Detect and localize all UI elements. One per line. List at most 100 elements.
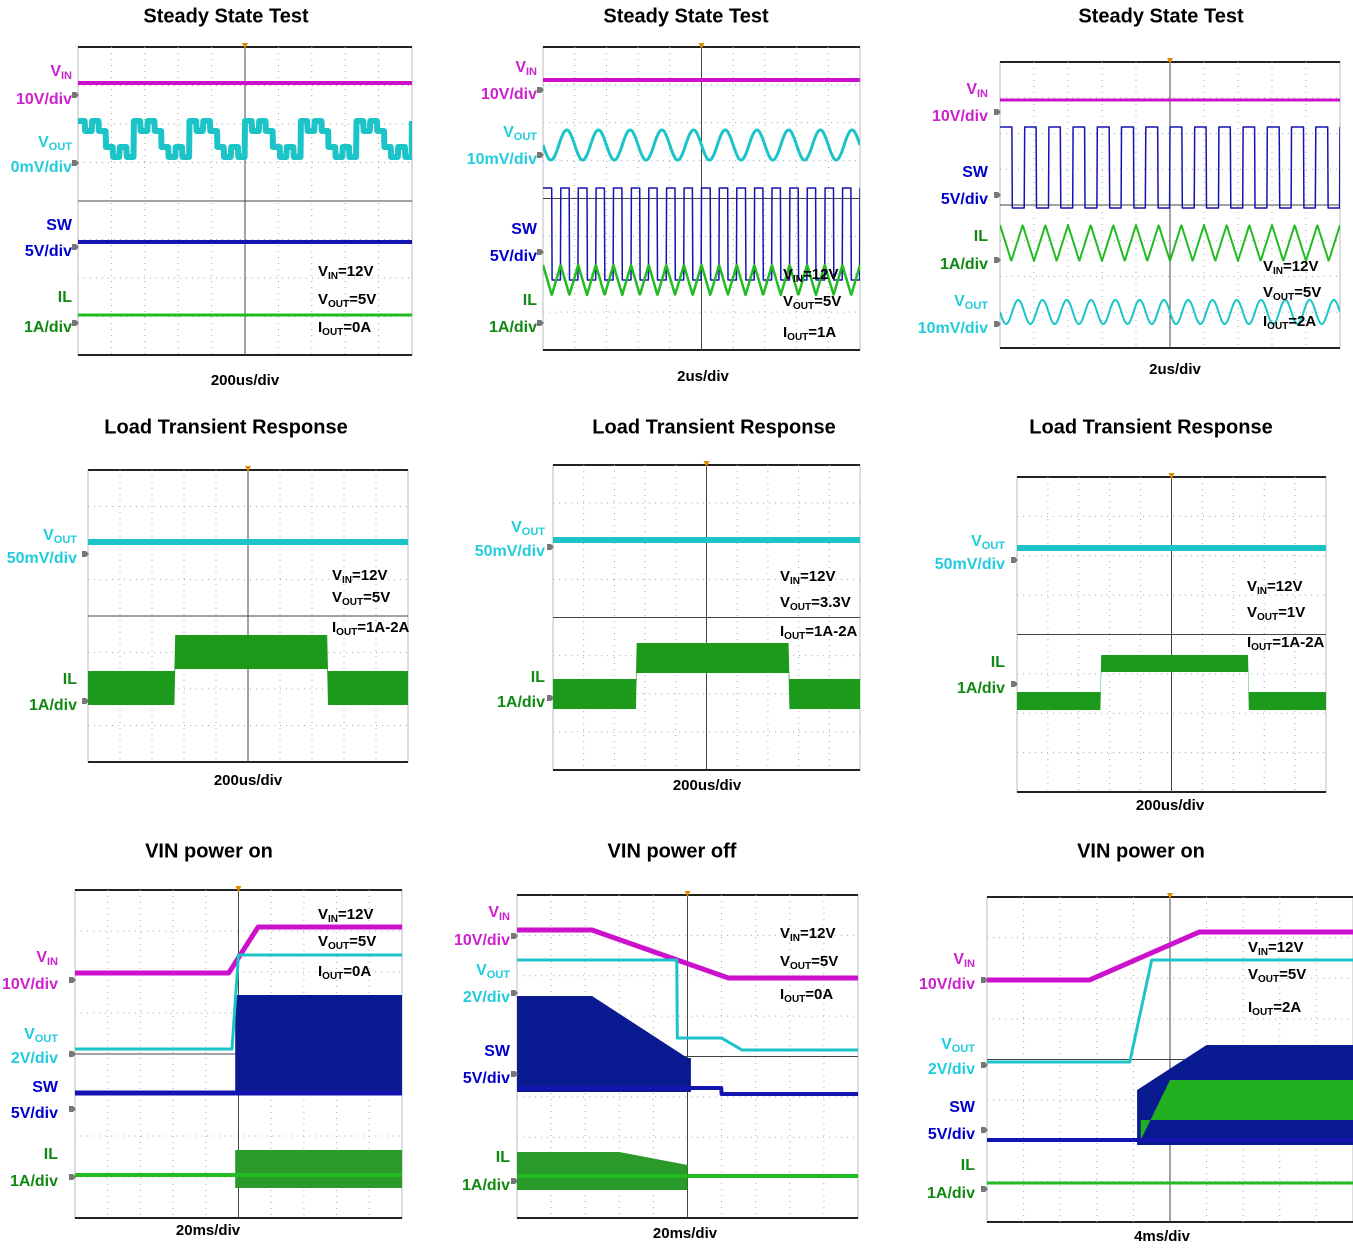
panel-title: Steady State Test	[1078, 5, 1244, 27]
condition-subscript: OUT	[1251, 642, 1272, 653]
channel-name: SW	[511, 221, 538, 238]
condition-symbol: V	[780, 953, 790, 970]
channel-scale: 10V/div	[481, 86, 537, 103]
scope-panel: Load Transient ResponseVOUT50mV/divIL1A/…	[935, 416, 1326, 814]
condition-symbol: V	[783, 266, 793, 283]
condition-symbol: V	[1248, 939, 1258, 956]
condition-value: =2A	[1288, 313, 1316, 330]
condition: VIN=12V	[332, 567, 387, 586]
channel-symbol: V	[36, 949, 47, 966]
condition-subscript: IN	[1258, 947, 1268, 958]
channel-symbol: IL	[44, 1146, 58, 1163]
channel-name: VOUT	[24, 1026, 58, 1045]
channel-symbol: IL	[496, 1149, 510, 1166]
condition-symbol: V	[783, 293, 793, 310]
condition-subscript: OUT	[784, 631, 805, 642]
channel-subscript: OUT	[35, 1033, 59, 1045]
waveform-band	[235, 995, 402, 1093]
condition-subscript: IN	[342, 575, 352, 586]
channel-scale: 10V/div	[16, 91, 72, 108]
channel-subscript: IN	[526, 66, 537, 78]
condition-symbol: V	[1263, 258, 1273, 275]
channel-symbol: V	[50, 63, 61, 80]
condition-value: =1A-2A	[805, 623, 857, 640]
condition-value: =12V	[803, 266, 838, 283]
timebase: 20ms/div	[176, 1222, 241, 1239]
condition-subscript: OUT	[1258, 974, 1279, 985]
channel-scale: 1A/div	[29, 697, 77, 714]
channel-name: VIN	[488, 904, 510, 923]
condition-value: =5V	[363, 589, 390, 606]
condition-symbol: V	[780, 925, 790, 942]
channel-name: VOUT	[954, 293, 988, 312]
channel-symbol: SW	[32, 1079, 59, 1096]
channel-scale: 1A/div	[10, 1173, 58, 1190]
condition-value: =1A-2A	[1272, 634, 1324, 651]
scope-panel: VIN power onVIN10V/divVOUT2V/divSW5V/div…	[2, 840, 402, 1239]
channel-symbol: IL	[991, 654, 1005, 671]
channel-scale: 50mV/div	[475, 543, 545, 560]
condition-subscript: OUT	[790, 961, 811, 972]
channel-scale: 5V/div	[463, 1070, 510, 1087]
scope-figure: Steady State TestVIN10V/divVOUT0mV/divSW…	[0, 0, 1353, 1249]
channel-symbol: IL	[523, 292, 537, 309]
channel-symbol: IL	[58, 289, 72, 306]
condition-value: =1V	[1278, 604, 1305, 621]
channel-scale: 2V/div	[11, 1050, 58, 1067]
channel-symbol: V	[511, 519, 522, 536]
channel-name: SW	[484, 1043, 511, 1060]
channel-name: VOUT	[43, 527, 77, 546]
channel-name: VOUT	[971, 533, 1005, 552]
channel-scale: 5V/div	[941, 191, 988, 208]
condition-value: =12V	[1267, 578, 1302, 595]
channel-subscript: OUT	[965, 300, 989, 312]
channel-symbol: V	[24, 1026, 35, 1043]
condition: VIN=12V	[1248, 939, 1303, 958]
condition-symbol: V	[332, 567, 342, 584]
condition-subscript: OUT	[342, 597, 363, 608]
condition: VIN=12V	[1263, 258, 1318, 277]
condition-subscript: OUT	[793, 301, 814, 312]
channel-scale: 5V/div	[490, 248, 537, 265]
scope-panel: Steady State TestVIN10V/divSW5V/divIL1A/…	[918, 5, 1340, 378]
condition-value: =12V	[352, 567, 387, 584]
channel-scale: 10V/div	[919, 976, 975, 993]
timebase: 2us/div	[1149, 361, 1201, 378]
condition-value: =2A	[1273, 999, 1301, 1016]
channel-symbol: V	[503, 124, 514, 141]
channel-subscript: IN	[977, 88, 988, 100]
condition: VIN=12V	[1247, 578, 1302, 597]
condition-symbol: V	[780, 568, 790, 585]
channel-symbol: SW	[949, 1099, 976, 1116]
channel-scale: 10mV/div	[918, 320, 988, 337]
condition-subscript: OUT	[790, 602, 811, 613]
channel-name: VOUT	[511, 519, 545, 538]
condition-symbol: V	[1248, 966, 1258, 983]
channel-symbol: V	[43, 527, 54, 544]
channel-name: VIN	[966, 81, 988, 100]
condition-value: =5V	[349, 291, 376, 308]
condition-value: =12V	[338, 263, 373, 280]
condition-subscript: OUT	[322, 327, 343, 338]
channel-name: IL	[974, 228, 988, 245]
channel-name: SW	[46, 217, 73, 234]
channel-name: SW	[962, 164, 989, 181]
channel-symbol: SW	[511, 221, 538, 238]
scope-panel: Load Transient ResponseVOUT50mV/divIL1A/…	[7, 416, 410, 789]
condition-subscript: OUT	[328, 941, 349, 952]
condition-symbol: V	[318, 906, 328, 923]
condition-subscript: IN	[790, 576, 800, 587]
channel-name: VIN	[515, 59, 537, 78]
timebase: 200us/div	[673, 777, 742, 794]
timebase: 20ms/div	[653, 1225, 718, 1242]
condition-symbol: V	[318, 263, 328, 280]
channel-symbol: V	[941, 1036, 952, 1053]
condition-subscript: OUT	[1252, 1007, 1273, 1018]
condition-value: =1A-2A	[357, 619, 409, 636]
channel-scale: 1A/div	[940, 256, 988, 273]
condition-symbol: V	[1247, 604, 1257, 621]
condition-value: =12V	[338, 906, 373, 923]
channel-scale: 1A/div	[957, 680, 1005, 697]
condition-subscript: IN	[328, 914, 338, 925]
channel-symbol: V	[515, 59, 526, 76]
